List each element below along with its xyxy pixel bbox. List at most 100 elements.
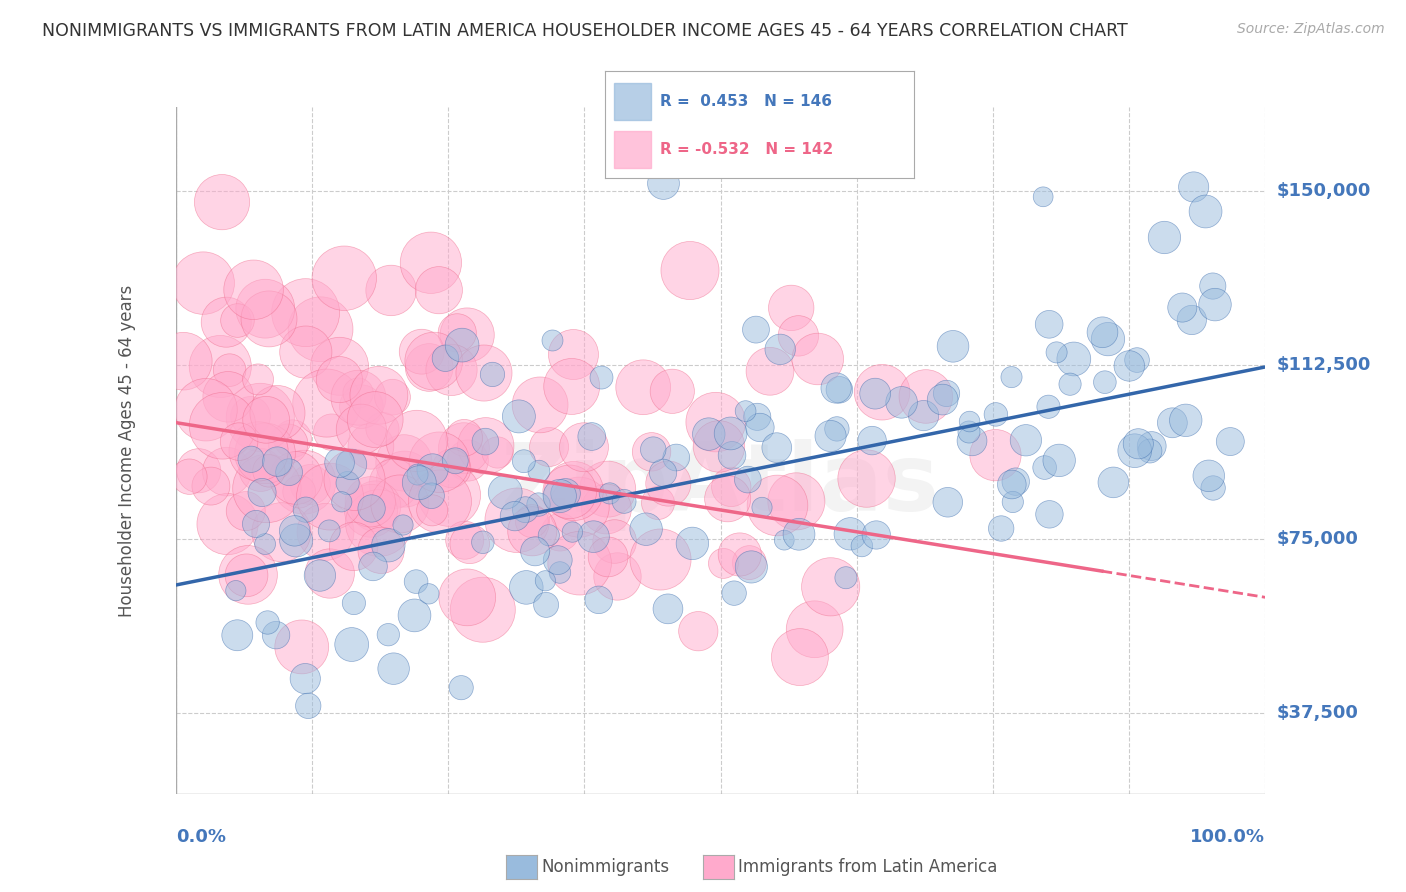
Point [603, 534, 626, 549]
Point [406, 467, 429, 482]
Point [870, 385, 893, 400]
FancyBboxPatch shape [614, 83, 651, 120]
Point [457, 453, 479, 467]
Point [734, 404, 756, 418]
Point [990, 521, 1012, 535]
Point [347, 386, 370, 401]
Point [247, 372, 270, 386]
Point [321, 425, 343, 440]
Point [522, 524, 544, 539]
Point [1033, 460, 1056, 475]
Point [1202, 481, 1225, 495]
Point [780, 301, 803, 315]
Point [215, 315, 238, 329]
Point [652, 177, 675, 191]
Point [728, 548, 751, 562]
Point [254, 413, 277, 427]
Point [347, 391, 370, 405]
Point [440, 461, 463, 475]
Point [458, 537, 481, 551]
Point [1000, 370, 1022, 384]
Point [661, 384, 683, 399]
Point [652, 466, 675, 480]
Point [481, 368, 503, 382]
Point [364, 412, 387, 426]
Point [704, 415, 727, 429]
Point [453, 441, 475, 455]
Point [285, 471, 308, 485]
Point [503, 509, 526, 524]
Point [568, 500, 591, 515]
Point [825, 381, 848, 395]
Point [825, 422, 848, 436]
Point [194, 402, 217, 417]
Text: Nonimmigrants: Nonimmigrants [541, 858, 669, 876]
Point [404, 608, 426, 623]
Point [294, 305, 316, 319]
Point [172, 354, 194, 368]
Point [681, 536, 703, 550]
Point [266, 454, 288, 468]
Point [595, 502, 617, 516]
Point [270, 525, 292, 540]
Point [257, 464, 280, 478]
Point [1015, 434, 1038, 448]
Point [343, 473, 366, 487]
Point [1174, 413, 1197, 427]
Point [453, 431, 475, 445]
Point [631, 380, 654, 394]
Point [367, 388, 389, 402]
Point [225, 583, 247, 598]
Point [508, 409, 530, 424]
Point [315, 396, 337, 410]
Point [720, 426, 742, 441]
Point [1161, 416, 1184, 430]
Point [392, 456, 415, 470]
Point [1171, 301, 1194, 315]
Point [1153, 230, 1175, 244]
Point [855, 471, 877, 485]
Point [515, 581, 537, 595]
Point [377, 538, 399, 552]
Point [420, 489, 443, 503]
Point [679, 263, 702, 277]
Point [538, 440, 561, 454]
Point [547, 553, 569, 567]
Point [418, 587, 440, 601]
Point [839, 526, 862, 541]
Point [789, 650, 811, 665]
Point [720, 480, 742, 494]
Point [450, 681, 472, 695]
Text: Immigrants from Latin America: Immigrants from Latin America [738, 858, 997, 876]
Point [588, 592, 610, 607]
Point [217, 517, 239, 532]
Point [247, 444, 270, 458]
Point [665, 450, 688, 465]
Point [1059, 377, 1081, 392]
Point [405, 574, 427, 589]
Point [494, 485, 516, 500]
Point [931, 392, 953, 407]
Point [340, 638, 363, 652]
Point [254, 301, 277, 316]
Point [187, 464, 209, 478]
Point [1038, 508, 1060, 522]
Point [422, 462, 444, 476]
Point [513, 454, 536, 468]
Point [524, 544, 547, 558]
Point [217, 390, 239, 404]
Point [249, 463, 271, 477]
Text: NONIMMIGRANTS VS IMMIGRANTS FROM LATIN AMERICA HOUSEHOLDER INCOME AGES 45 - 64 Y: NONIMMIGRANTS VS IMMIGRANTS FROM LATIN A… [42, 22, 1128, 40]
Point [364, 499, 387, 513]
Point [328, 359, 350, 374]
Point [865, 528, 887, 542]
Point [405, 434, 427, 448]
Point [446, 326, 468, 340]
Point [299, 477, 322, 491]
Point [350, 422, 373, 436]
Point [434, 351, 457, 366]
Point [343, 596, 366, 610]
Point [721, 449, 744, 463]
Point [1126, 353, 1149, 368]
Point [640, 445, 662, 459]
